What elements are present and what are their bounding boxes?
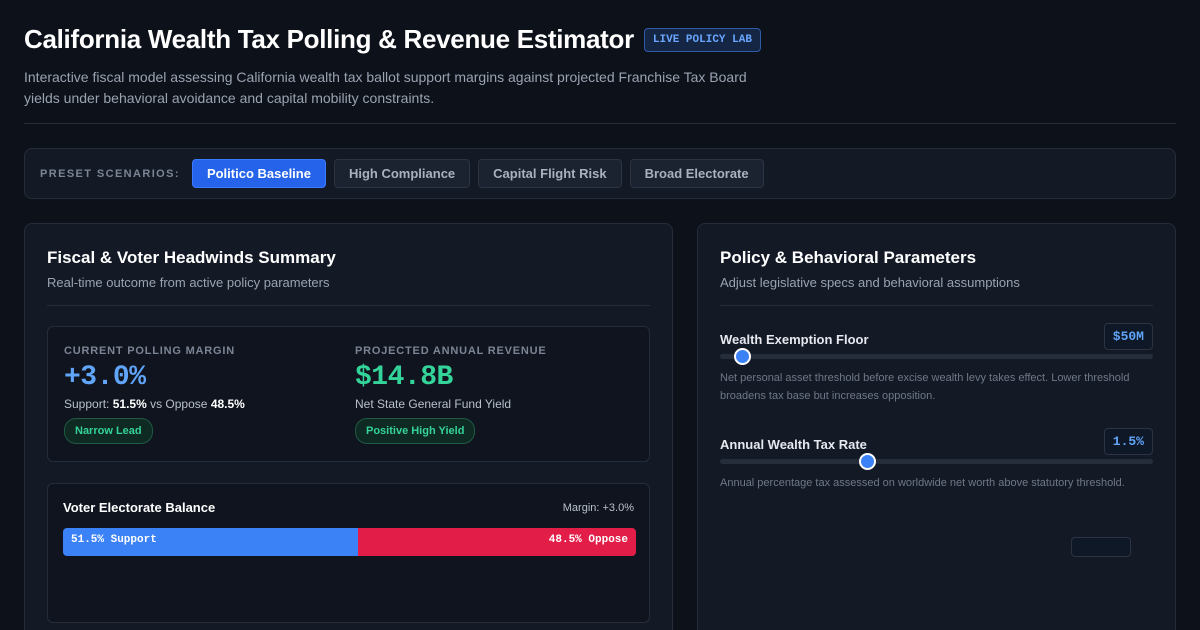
voter-balance-panel: Voter Electorate Balance Margin: +3.0% 5…: [47, 483, 650, 623]
preset-high-compliance-button[interactable]: High Compliance: [333, 159, 471, 188]
revenue-value: $14.8B: [355, 362, 453, 393]
tax-rate-slider-thumb[interactable]: [859, 453, 877, 470]
narrow-lead-badge: Narrow Lead: [64, 418, 153, 444]
polling-breakdown: Support: 51.5% vs Oppose 48.5%: [64, 397, 245, 411]
tax-rate-label: Annual Wealth Tax Rate: [720, 437, 867, 452]
support-segment: 51.5% Support: [63, 528, 359, 556]
summary-subtitle: Real-time outcome from active policy par…: [47, 275, 330, 290]
preset-scenarios-bar: PRESET SCENARIOS: Politico Baseline High…: [24, 148, 1176, 199]
revenue-note: Net State General Fund Yield: [355, 397, 512, 411]
polling-value: +3.0%: [64, 362, 146, 393]
tax-rate-value: 1.5%: [1103, 428, 1153, 455]
voter-balance-title: Voter Electorate Balance: [63, 500, 216, 515]
vs-oppose-text: vs Oppose: [150, 397, 208, 411]
title-row: California Wealth Tax Polling & Revenue …: [24, 24, 1176, 55]
exemption-floor-label: Wealth Exemption Floor: [720, 332, 869, 347]
preset-scenarios-label: PRESET SCENARIOS:: [40, 167, 180, 180]
oppose-segment-label: 48.5% Oppose: [548, 534, 628, 546]
oppose-value: 48.5%: [210, 397, 245, 411]
summary-title: Fiscal & Voter Headwinds Summary: [47, 248, 336, 267]
preset-broad-electorate-button[interactable]: Broad Electorate: [629, 159, 764, 188]
polling-metric: CURRENT POLLING MARGIN +3.0% Support: 51…: [64, 345, 245, 444]
oppose-segment: 48.5% Oppose: [358, 528, 636, 556]
preset-politico-baseline-button[interactable]: Politico Baseline: [191, 159, 326, 188]
parameters-card: Policy & Behavioral Parameters Adjust le…: [697, 223, 1176, 630]
revenue-label: PROJECTED ANNUAL REVENUE: [355, 345, 547, 357]
exemption-floor-value: $50M: [1103, 323, 1153, 350]
positive-high-yield-badge: Positive High Yield: [355, 418, 476, 444]
live-policy-lab-badge: LIVE POLICY LAB: [643, 27, 761, 52]
polling-label: CURRENT POLLING MARGIN: [64, 345, 235, 357]
page-header: California Wealth Tax Polling & Revenue …: [24, 24, 1176, 109]
preset-capital-flight-risk-button[interactable]: Capital Flight Risk: [478, 159, 622, 188]
next-param-value-box: [1071, 537, 1131, 557]
support-segment-label: 51.5% Support: [71, 534, 157, 546]
header-divider: [24, 123, 1176, 124]
page-subtitle: Interactive fiscal model assessing Calif…: [24, 69, 747, 106]
parameters-subtitle: Adjust legislative specs and behavioral …: [720, 275, 1020, 290]
page-title: California Wealth Tax Polling & Revenue …: [24, 24, 634, 54]
voter-balance-margin: Margin: +3.0%: [562, 502, 634, 514]
tax-rate-slider[interactable]: [720, 453, 1153, 470]
tax-rate-description: Annual percentage tax assessed on worldw…: [720, 477, 1125, 489]
revenue-metric: PROJECTED ANNUAL REVENUE $14.8B Net Stat…: [355, 345, 547, 444]
support-value: 51.5%: [112, 397, 147, 411]
parameters-divider: [720, 305, 1153, 306]
voter-balance-bar: 51.5% Support 48.5% Oppose: [63, 528, 636, 556]
support-prefix: Support:: [64, 397, 110, 411]
summary-divider: [47, 305, 650, 306]
metrics-panel: CURRENT POLLING MARGIN +3.0% Support: 51…: [47, 326, 650, 462]
summary-card: Fiscal & Voter Headwinds Summary Real-ti…: [24, 223, 673, 630]
exemption-floor-slider[interactable]: [720, 348, 1153, 365]
parameters-title: Policy & Behavioral Parameters: [720, 248, 977, 267]
exemption-floor-slider-thumb[interactable]: [733, 348, 751, 365]
exemption-floor-description: Net personal asset threshold before exci…: [720, 372, 1130, 402]
